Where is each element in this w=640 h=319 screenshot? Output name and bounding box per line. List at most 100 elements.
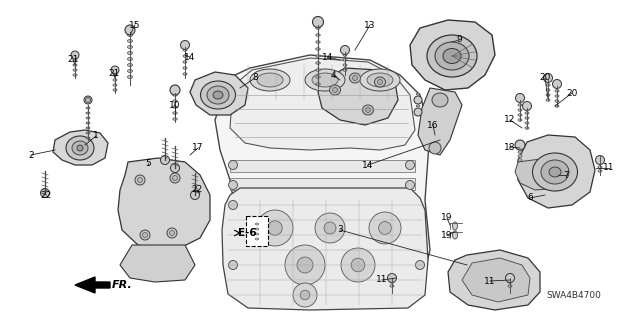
Ellipse shape [170, 231, 175, 235]
Ellipse shape [86, 98, 90, 102]
Text: 22: 22 [191, 186, 203, 195]
Ellipse shape [200, 81, 236, 109]
Polygon shape [410, 20, 495, 90]
Ellipse shape [508, 285, 512, 287]
Ellipse shape [379, 222, 392, 234]
Ellipse shape [435, 42, 469, 70]
Text: 9: 9 [456, 35, 462, 44]
Ellipse shape [506, 273, 515, 283]
Text: 14: 14 [362, 160, 374, 169]
Text: 21: 21 [108, 69, 120, 78]
Ellipse shape [406, 160, 415, 169]
Ellipse shape [173, 94, 177, 96]
Text: 8: 8 [252, 73, 258, 83]
Ellipse shape [173, 118, 177, 120]
Polygon shape [190, 72, 248, 115]
Polygon shape [462, 258, 530, 302]
Ellipse shape [140, 230, 150, 240]
Ellipse shape [406, 181, 415, 189]
Ellipse shape [427, 35, 477, 77]
Ellipse shape [452, 222, 458, 230]
Ellipse shape [543, 73, 552, 83]
Text: 14: 14 [323, 53, 333, 62]
Ellipse shape [127, 63, 132, 66]
Ellipse shape [86, 122, 90, 124]
Text: 20: 20 [566, 88, 578, 98]
Ellipse shape [73, 74, 77, 76]
Ellipse shape [300, 290, 310, 300]
Ellipse shape [77, 145, 83, 151]
Text: 19: 19 [441, 213, 452, 222]
Polygon shape [75, 277, 110, 293]
Ellipse shape [180, 41, 189, 49]
Ellipse shape [333, 87, 337, 93]
Ellipse shape [127, 70, 132, 72]
Text: 10: 10 [169, 100, 180, 109]
Ellipse shape [228, 160, 237, 169]
Ellipse shape [127, 51, 132, 55]
Text: 22: 22 [40, 190, 52, 199]
Polygon shape [53, 130, 108, 165]
Ellipse shape [73, 69, 77, 71]
Ellipse shape [66, 136, 94, 160]
Ellipse shape [111, 66, 119, 74]
Ellipse shape [173, 175, 177, 181]
Text: 11: 11 [376, 276, 388, 285]
Ellipse shape [255, 238, 259, 240]
Ellipse shape [518, 114, 522, 116]
Bar [246, 216, 268, 246]
Ellipse shape [125, 25, 135, 35]
Ellipse shape [595, 155, 605, 165]
Ellipse shape [316, 41, 320, 43]
Ellipse shape [343, 59, 347, 61]
Ellipse shape [255, 233, 259, 235]
Ellipse shape [73, 64, 77, 66]
Ellipse shape [312, 17, 323, 27]
Text: 16: 16 [428, 121, 439, 130]
Ellipse shape [161, 155, 170, 165]
Text: 18: 18 [504, 143, 516, 152]
Ellipse shape [362, 105, 374, 115]
Ellipse shape [324, 222, 336, 234]
Ellipse shape [316, 69, 320, 71]
Ellipse shape [353, 76, 358, 80]
Ellipse shape [183, 49, 187, 51]
Ellipse shape [378, 79, 383, 85]
Ellipse shape [84, 96, 92, 104]
Ellipse shape [387, 273, 397, 283]
Ellipse shape [127, 57, 132, 61]
Ellipse shape [555, 105, 559, 107]
Ellipse shape [86, 112, 90, 114]
Ellipse shape [127, 33, 132, 36]
Ellipse shape [367, 73, 393, 87]
Text: 1: 1 [93, 131, 99, 140]
Ellipse shape [73, 59, 77, 61]
Ellipse shape [546, 99, 550, 101]
Ellipse shape [555, 95, 559, 97]
Ellipse shape [207, 86, 229, 104]
Polygon shape [515, 158, 570, 190]
Ellipse shape [330, 85, 340, 95]
Ellipse shape [71, 51, 79, 59]
Polygon shape [230, 196, 415, 208]
Ellipse shape [546, 94, 550, 96]
Ellipse shape [598, 170, 602, 172]
Ellipse shape [390, 281, 394, 283]
Ellipse shape [316, 34, 320, 36]
Ellipse shape [285, 245, 325, 285]
Ellipse shape [432, 93, 448, 107]
Ellipse shape [374, 77, 385, 87]
Polygon shape [215, 55, 430, 308]
Text: 2: 2 [28, 151, 34, 160]
Text: 17: 17 [192, 144, 204, 152]
Ellipse shape [416, 93, 420, 95]
Polygon shape [518, 135, 595, 208]
Ellipse shape [113, 89, 117, 91]
Ellipse shape [414, 96, 422, 104]
Ellipse shape [297, 257, 313, 273]
Ellipse shape [555, 90, 559, 92]
Ellipse shape [518, 159, 522, 161]
Ellipse shape [113, 74, 117, 76]
Ellipse shape [518, 151, 522, 153]
Ellipse shape [173, 100, 177, 102]
